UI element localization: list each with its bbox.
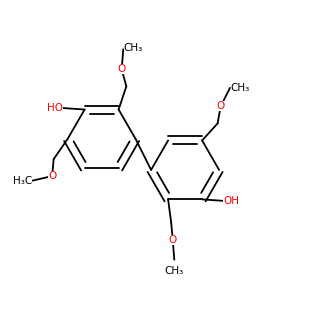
Text: O: O xyxy=(216,101,225,111)
Text: O: O xyxy=(48,171,56,181)
Text: H₃C: H₃C xyxy=(13,176,32,186)
Text: OH: OH xyxy=(223,196,239,206)
Text: HO: HO xyxy=(47,103,63,113)
Text: CH₃: CH₃ xyxy=(165,266,184,276)
Text: CH₃: CH₃ xyxy=(231,83,250,93)
Text: CH₃: CH₃ xyxy=(124,43,143,53)
Text: O: O xyxy=(117,64,126,74)
Text: O: O xyxy=(169,235,177,245)
